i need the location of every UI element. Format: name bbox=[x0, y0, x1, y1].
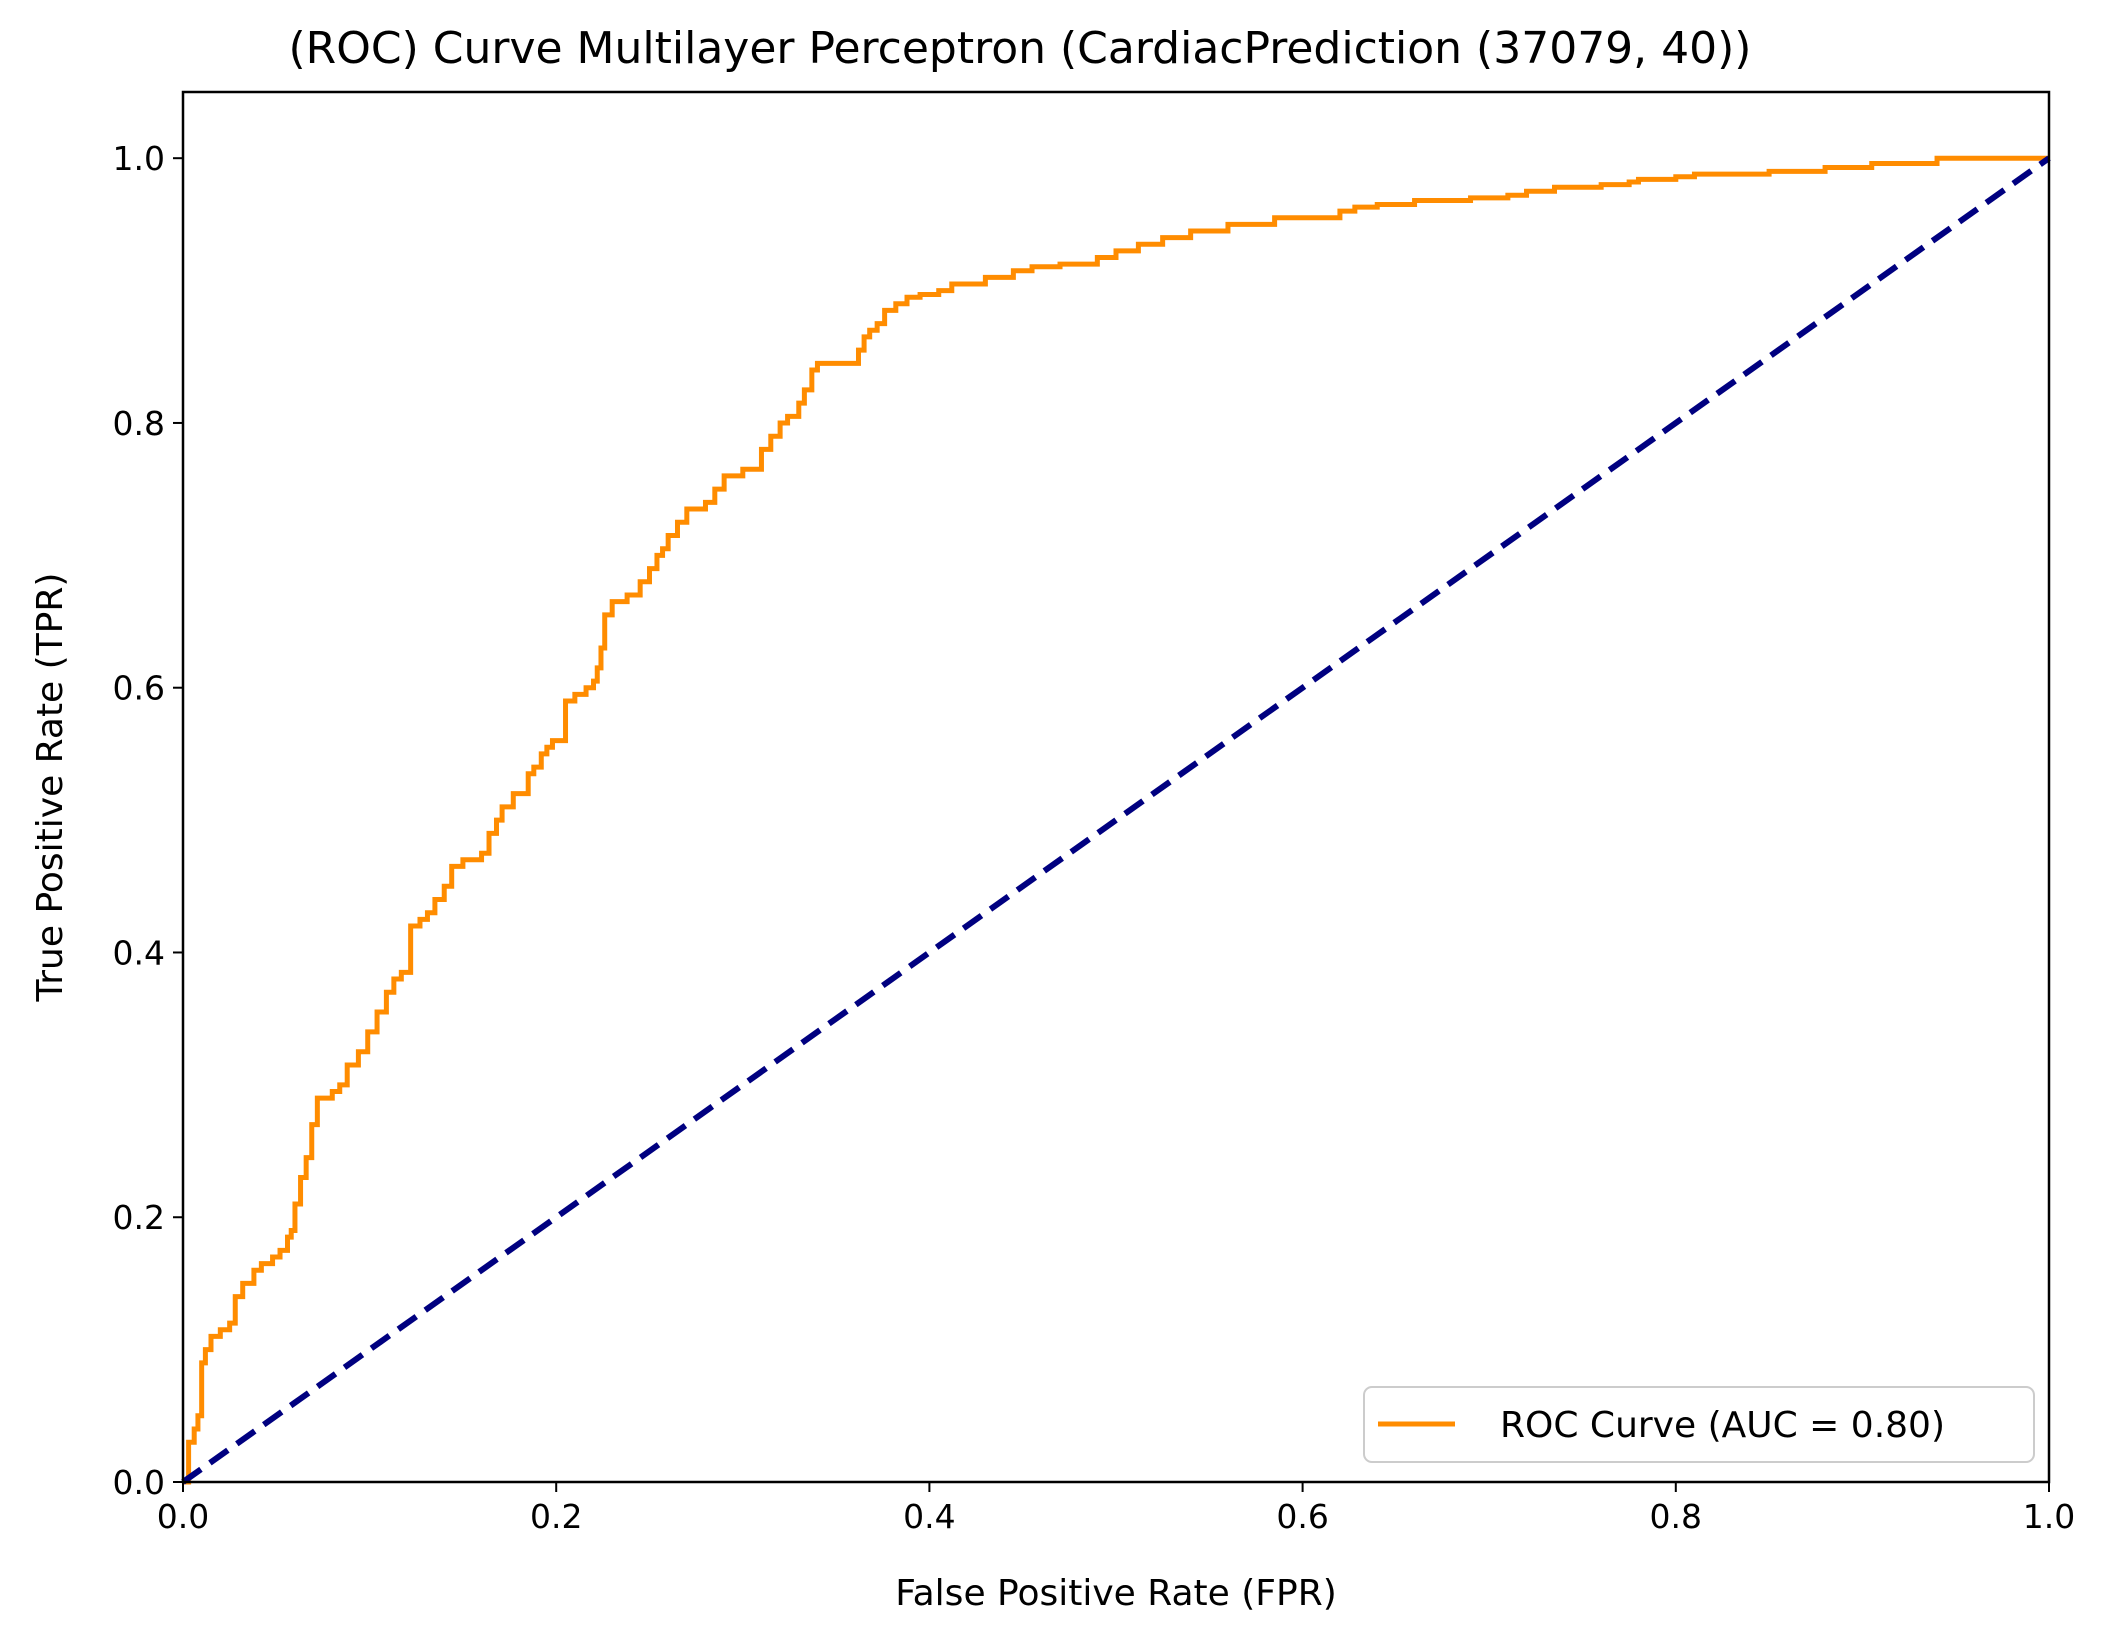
y-tick-label: 0.8 bbox=[113, 404, 165, 443]
chance-diagonal-line bbox=[181, 155, 2051, 1485]
legend: ROC Curve (AUC = 0.80) bbox=[1363, 1386, 2035, 1463]
y-tick-label: 0.0 bbox=[113, 1463, 165, 1502]
y-axis-label: True Positive Rate (TPR) bbox=[30, 573, 71, 1003]
y-tick-label: 0.6 bbox=[113, 669, 165, 708]
plot-frame bbox=[181, 90, 2051, 1484]
x-tick-label: 0.0 bbox=[157, 1497, 209, 1536]
y-tick-label: 0.2 bbox=[113, 1198, 165, 1237]
x-tick-label: 0.2 bbox=[530, 1497, 582, 1536]
series-layer bbox=[181, 155, 2051, 1485]
y-axis-ticks: 0.0 0.2 0.4 0.6 0.8 1.0 bbox=[113, 139, 183, 1502]
legend-label: ROC Curve (AUC = 0.80) bbox=[1500, 1405, 1945, 1446]
legend-box bbox=[1363, 1386, 2035, 1463]
x-axis-ticks: 0.0 0.2 0.4 0.6 0.8 1.0 bbox=[157, 1482, 2075, 1536]
roc-curve-line bbox=[183, 155, 2049, 1485]
x-tick-label: 1.0 bbox=[2023, 1497, 2075, 1536]
x-tick-label: 0.8 bbox=[1650, 1497, 1702, 1536]
chart-title: (ROC) Curve Multilayer Perceptron (Cardi… bbox=[289, 23, 1752, 74]
x-axis-label: False Positive Rate (FPR) bbox=[895, 1573, 1337, 1614]
y-tick-label: 0.4 bbox=[113, 933, 165, 972]
y-tick-label: 1.0 bbox=[113, 139, 165, 178]
x-tick-label: 0.4 bbox=[903, 1497, 955, 1536]
x-tick-label: 0.6 bbox=[1276, 1497, 1328, 1536]
